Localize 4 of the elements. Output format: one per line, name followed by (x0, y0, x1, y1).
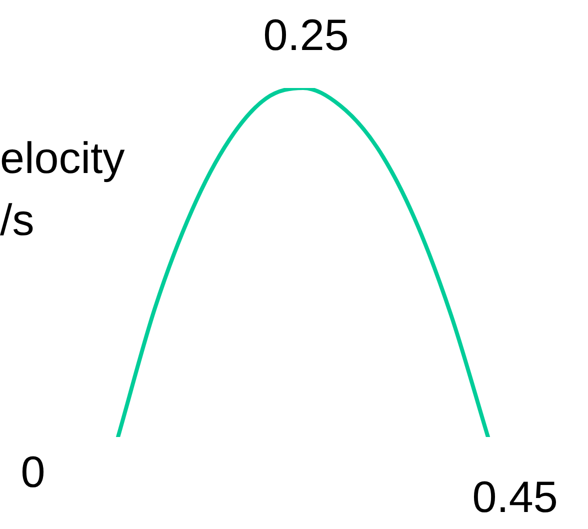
y-axis-title: elocity /s (0, 133, 126, 247)
text: 0.45 (472, 473, 558, 522)
text: 0.25 (263, 11, 349, 60)
text: 0 (20, 448, 46, 498)
